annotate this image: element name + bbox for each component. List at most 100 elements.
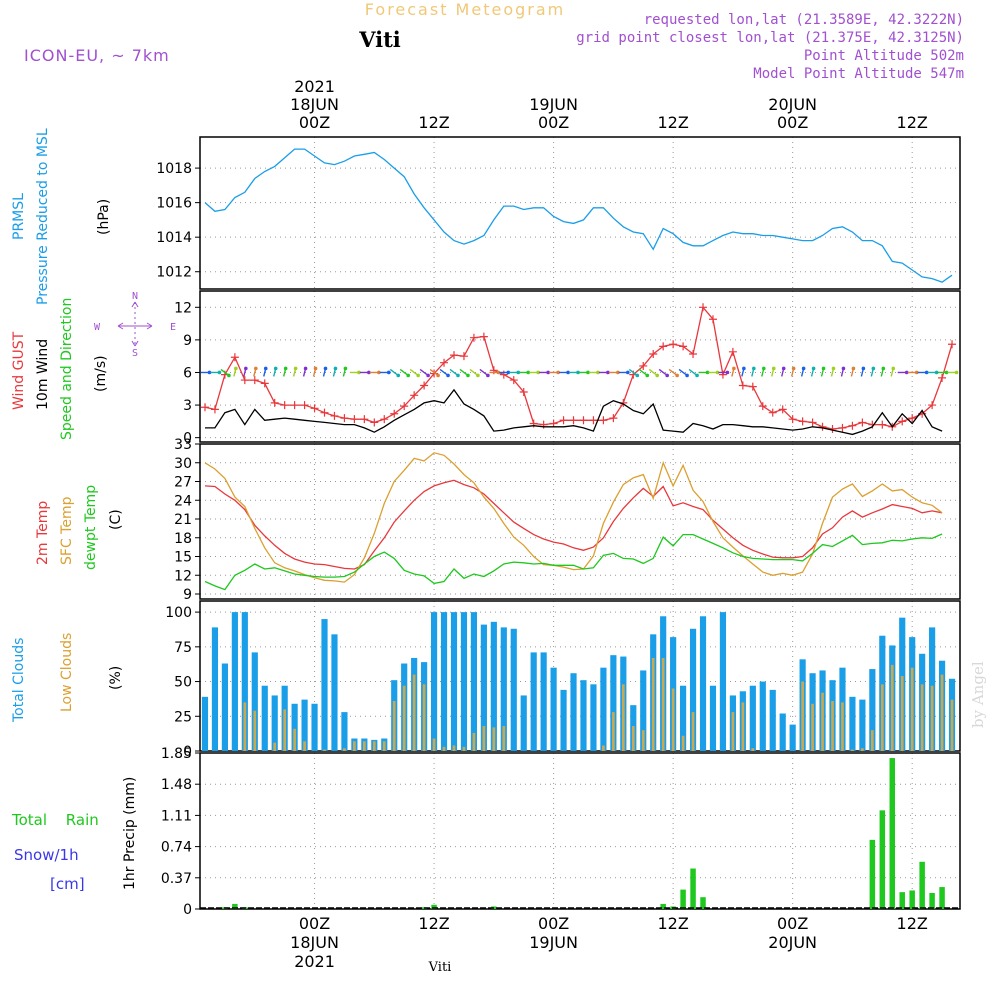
gust-marker bbox=[589, 416, 598, 425]
total-cloud-bar bbox=[241, 612, 248, 751]
precip-unit: 1hr Precip (mm) bbox=[122, 777, 138, 890]
total-cloud-bar bbox=[580, 680, 587, 751]
gust-marker bbox=[569, 416, 578, 425]
compass-n: N bbox=[132, 291, 138, 302]
low-cloud-bar bbox=[462, 746, 466, 751]
total-cloud-bar bbox=[480, 624, 487, 751]
ytick-label: 9 bbox=[183, 333, 192, 349]
gust-marker bbox=[798, 417, 807, 426]
ytick-label: 9 bbox=[183, 587, 192, 603]
gust-marker bbox=[818, 422, 827, 431]
total-cloud-bar bbox=[570, 673, 577, 751]
rain-bar bbox=[232, 903, 238, 909]
wind-arrow-head bbox=[861, 366, 866, 371]
gust-marker bbox=[768, 408, 777, 417]
gust-marker bbox=[380, 415, 389, 424]
wind-arrow-head bbox=[234, 366, 238, 371]
total-cloud-bar bbox=[520, 695, 527, 751]
gust-marker bbox=[360, 415, 369, 424]
precip-panel: 0 0.37 0.74 1.11 1.48 1.85 bbox=[161, 746, 961, 918]
model-label: ICON-EU, ~ 7km bbox=[24, 46, 170, 65]
total-cloud-bar bbox=[869, 669, 876, 751]
low-cloud-bar bbox=[472, 732, 476, 751]
low-cloud-bar bbox=[831, 701, 834, 751]
panel-frame bbox=[199, 136, 961, 290]
wind-arrow-head bbox=[536, 370, 540, 375]
low-cloud-bar bbox=[681, 735, 685, 751]
low-cloud-bar bbox=[801, 681, 804, 751]
wind-arrow-head bbox=[273, 366, 278, 371]
total-cloud-bar bbox=[769, 689, 776, 751]
low-cloud-bar bbox=[731, 712, 735, 751]
total-cloud-bar bbox=[460, 612, 468, 751]
low-cloud-bar bbox=[402, 685, 406, 751]
gust-marker bbox=[699, 303, 708, 312]
low-cloud-bar bbox=[741, 702, 745, 751]
rain-bar bbox=[869, 839, 876, 909]
wind-arrow-head bbox=[596, 370, 600, 375]
gust-marker bbox=[599, 416, 608, 425]
rain-bar bbox=[660, 903, 666, 909]
wind-arrow-head bbox=[904, 370, 909, 375]
gust-marker bbox=[469, 333, 478, 342]
wind-arrow-head bbox=[436, 373, 440, 378]
gust-marker bbox=[728, 347, 737, 356]
low-cloud-bar bbox=[353, 741, 356, 751]
bottom-date-label: 18JUN bbox=[290, 933, 339, 952]
gust-marker bbox=[669, 340, 678, 349]
ytick-label: 1012 bbox=[156, 265, 192, 281]
station-title: Viti bbox=[358, 27, 401, 52]
wind-arrow-head bbox=[954, 370, 959, 375]
low-cloud-bar bbox=[950, 699, 954, 751]
gust-marker bbox=[420, 381, 429, 390]
total-cloud-bar bbox=[719, 612, 727, 751]
ytick-label: 0 bbox=[183, 902, 192, 918]
gust-marker bbox=[509, 376, 518, 385]
low-cloud-bar bbox=[841, 702, 844, 751]
gust-marker bbox=[579, 416, 588, 425]
total-cloud-bar bbox=[610, 655, 617, 751]
gust-marker bbox=[858, 418, 867, 427]
gust-marker bbox=[838, 423, 847, 432]
total-cloud-bar bbox=[500, 627, 507, 751]
wind-arrow-head bbox=[781, 366, 786, 371]
compass-w: W bbox=[94, 322, 101, 333]
gust-marker bbox=[449, 351, 458, 360]
low-cloud-bar bbox=[651, 657, 655, 751]
model-altitude: Model Point Altitude 547m bbox=[753, 66, 964, 82]
low-clouds-label: Low Clouds bbox=[59, 633, 75, 712]
grid-point-coords: grid point closest lon,lat (21.375E, 42.… bbox=[576, 30, 964, 46]
low-cloud-bar bbox=[412, 674, 416, 751]
wind-arrow-head bbox=[357, 370, 361, 375]
low-cloud-bar bbox=[890, 664, 894, 751]
wind-arrow-head bbox=[263, 366, 268, 371]
ytick-label: 100 bbox=[165, 605, 192, 621]
ytick-label: 1.48 bbox=[161, 777, 192, 793]
gust-marker bbox=[340, 414, 349, 423]
ytick-label: 24 bbox=[174, 493, 192, 509]
total-cloud-bar bbox=[849, 696, 856, 751]
low-cloud-bar bbox=[940, 674, 944, 751]
top-hour-label: 12Z bbox=[657, 113, 688, 132]
gust-marker bbox=[310, 404, 319, 413]
ytick-label: 6 bbox=[183, 365, 192, 381]
low-cloud-bar bbox=[273, 742, 277, 751]
total-cloud-bar bbox=[301, 699, 308, 751]
pressure-unit: (hPa) bbox=[96, 199, 112, 235]
gust-marker bbox=[230, 353, 239, 362]
wind-arrow-head bbox=[303, 366, 308, 371]
top-date-label: 20JUN bbox=[768, 95, 817, 114]
wind-arrow-head bbox=[871, 366, 876, 371]
wind-arrow-head bbox=[715, 370, 720, 375]
total-cloud-bar bbox=[510, 628, 517, 751]
wind-speed-line bbox=[205, 388, 943, 436]
wind-arrow-head bbox=[705, 370, 710, 375]
bottom-hour-label: 12Z bbox=[418, 914, 449, 933]
ytick-label: 50 bbox=[174, 675, 192, 691]
gust-marker bbox=[330, 411, 339, 420]
total-rain-label: Total Rain bbox=[11, 811, 99, 829]
wind-arrow-head bbox=[526, 370, 531, 375]
gust-marker bbox=[758, 402, 767, 411]
wind-arrow-head bbox=[761, 366, 766, 371]
